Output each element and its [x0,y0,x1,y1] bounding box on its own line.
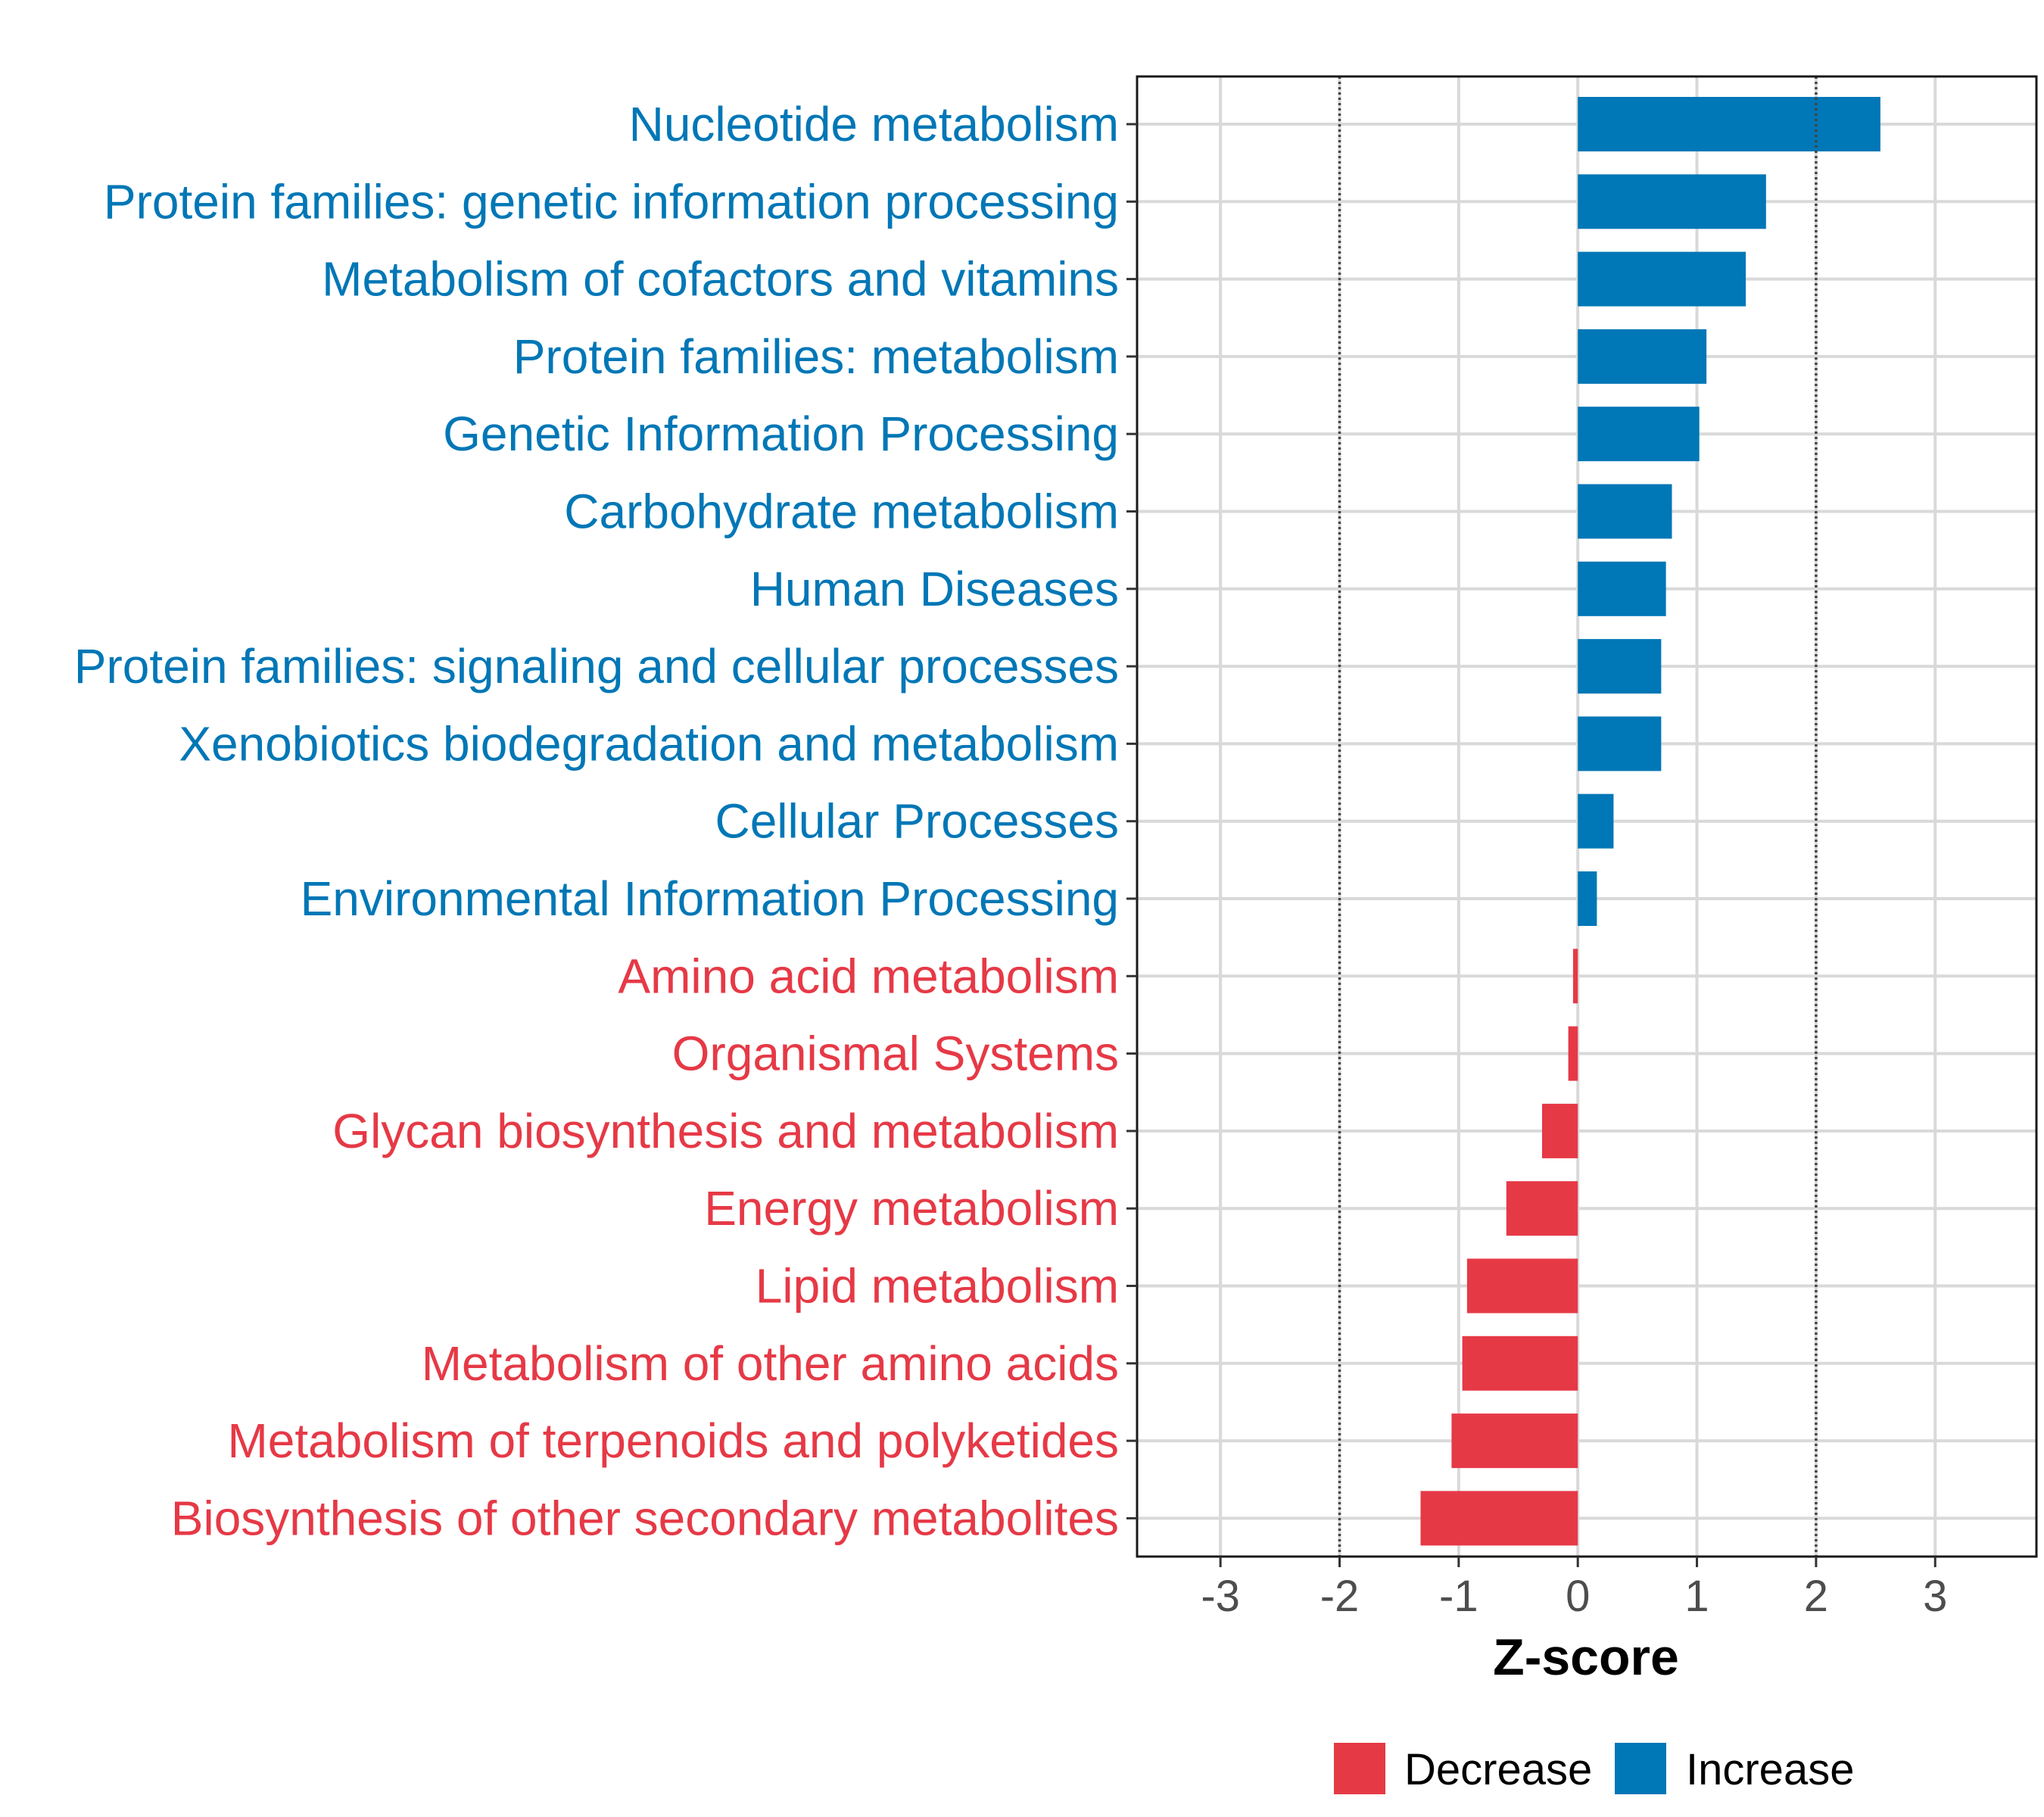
bar [1578,407,1700,462]
category-label: Energy metabolism [704,1181,1119,1236]
bar [1578,251,1746,307]
category-label: Glycan biosynthesis and metabolism [332,1104,1119,1158]
bar [1578,639,1662,694]
x-tick-label: -1 [1439,1572,1478,1621]
category-label: Metabolism of cofactors and vitamins [322,252,1119,307]
bar [1466,1258,1578,1314]
bar [1578,561,1666,616]
category-label: Protein families: genetic information pr… [104,174,1119,229]
legend-label: Increase [1686,1745,1854,1794]
legend-label: Decrease [1404,1745,1592,1794]
bar [1572,949,1578,1004]
category-label: Nucleotide metabolism [629,97,1119,151]
bar [1578,871,1597,926]
category-label: Amino acid metabolism [618,949,1119,1003]
category-label: Cellular Processes [715,794,1119,849]
bar [1506,1181,1578,1236]
legend-key [1615,1743,1666,1794]
bar [1451,1413,1578,1469]
category-label: Protein families: metabolism [513,329,1119,384]
bar [1462,1335,1578,1391]
legend: Decrease Increase [1334,1743,1854,1794]
bar [1578,484,1672,539]
category-label: Xenobiotics biodegradation and metabolis… [179,716,1119,771]
bars [1420,97,1880,1546]
bar [1578,174,1766,229]
bar [1578,793,1614,849]
bar [1578,716,1662,771]
bar [1541,1103,1578,1158]
category-label: Protein families: signaling and cellular… [74,639,1119,693]
category-label: Metabolism of other amino acids [422,1336,1119,1391]
panel-border [1136,75,2038,1558]
category-label: Environmental Information Processing [301,871,1119,926]
category-label: Organismal Systems [672,1027,1119,1081]
category-label: Human Diseases [750,562,1119,616]
bar [1420,1491,1578,1546]
x-axis: -3 -2 -1 0 1 2 3 [1201,1557,1947,1621]
x-tick-label: -3 [1201,1572,1240,1621]
x-tick-label: 3 [1923,1572,1947,1621]
category-label: Carbohydrate metabolism [564,485,1119,539]
bar [1578,97,1880,151]
x-axis-title: Z-score [1493,1628,1679,1686]
x-tick-label: 2 [1804,1572,1828,1621]
category-label: Lipid metabolism [756,1259,1119,1314]
bar [1568,1026,1578,1081]
bar [1578,329,1707,384]
category-label: Metabolism of terpenoids and polyketides [227,1413,1119,1468]
legend-key [1334,1743,1385,1794]
x-tick-label: 1 [1684,1572,1709,1621]
category-label: Biosynthesis of other secondary metaboli… [171,1491,1119,1545]
x-tick-label: 0 [1566,1572,1590,1621]
y-axis: Nucleotide metabolism Protein families: g… [74,97,1137,1545]
x-tick-label: -2 [1320,1572,1360,1621]
category-label: Genetic Information Processing [443,407,1119,461]
